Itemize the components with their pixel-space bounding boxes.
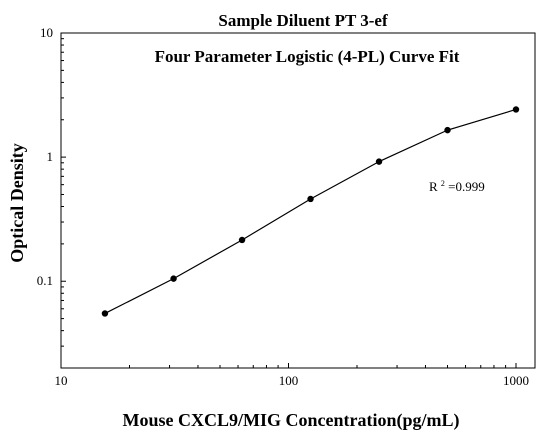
plot-area: 10 100 1000 0.1 1 10 <box>37 25 536 388</box>
data-point <box>444 126 451 134</box>
y-tick-label: 0.1 <box>37 273 53 288</box>
x-tick-label: 1000 <box>503 373 529 388</box>
y-tick-label: 1 <box>47 149 54 164</box>
x-tick-label: 10 <box>55 373 68 388</box>
data-point <box>307 195 314 203</box>
r-squared-superscript: 2 <box>441 179 445 188</box>
x-axis-ticks <box>60 363 517 368</box>
x-axis-title: Mouse CXCL9/MIG Concentration(pg/mL) <box>123 410 460 431</box>
r-squared-suffix: =0.999 <box>448 179 485 194</box>
chart-title: Sample Diluent PT 3-ef <box>218 11 388 30</box>
data-point <box>238 236 246 244</box>
data-point <box>101 310 109 317</box>
x-tick-label: 100 <box>279 373 299 388</box>
r-squared-label: R 2 =0.999 <box>429 174 485 194</box>
y-axis-ticks <box>61 32 66 369</box>
plot-frame <box>60 32 536 369</box>
chart-subtitle: Four Parameter Logistic (4-PL) Curve Fit <box>155 47 460 66</box>
data-point <box>512 106 520 113</box>
y-axis-title: Optical Density <box>7 143 27 263</box>
y-tick-label: 10 <box>40 25 53 40</box>
data-point <box>170 275 177 282</box>
data-point <box>375 158 383 165</box>
fit-curve <box>104 108 517 315</box>
r-squared-prefix: R <box>429 179 438 194</box>
data-points <box>101 106 520 317</box>
